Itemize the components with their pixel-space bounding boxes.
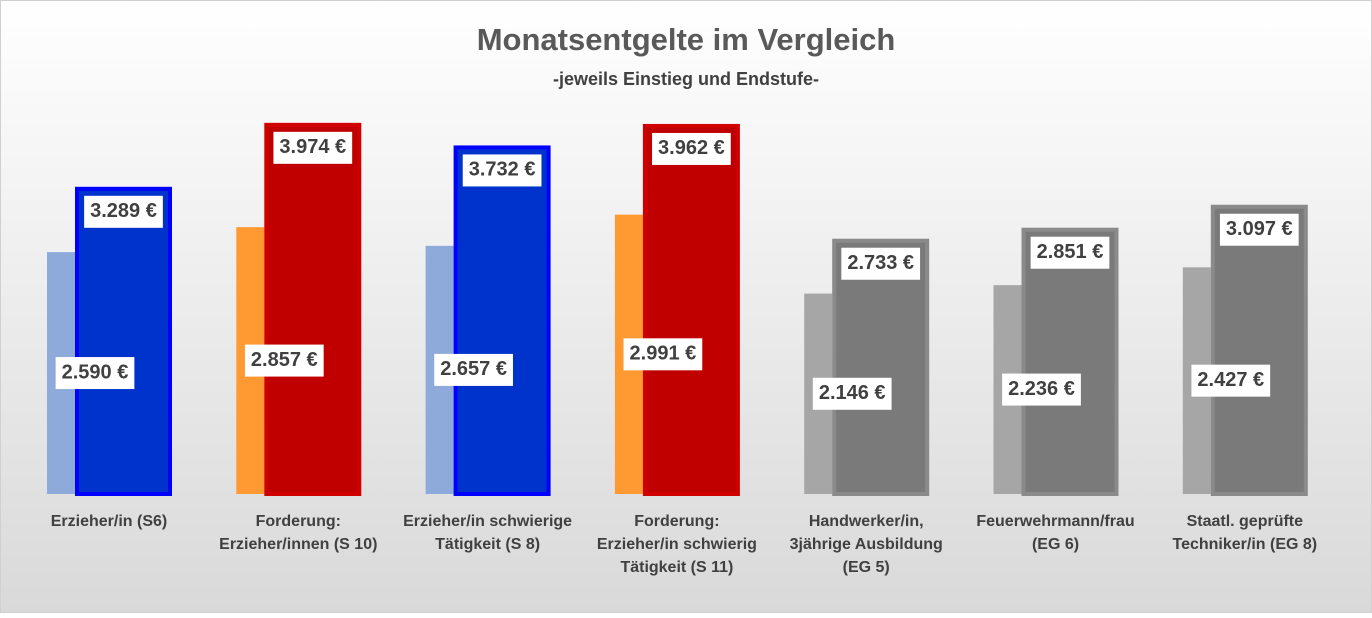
value-label-box (462, 154, 542, 187)
value-label-group: 2.427 € (1191, 364, 1271, 397)
value-label: 2.851 € (1037, 241, 1104, 263)
bar (1210, 204, 1308, 496)
value-label: 2.427 € (1197, 369, 1264, 391)
value-label-group: 2.733 € (841, 247, 921, 280)
value-label-box (623, 338, 703, 371)
value-label: 2.590 € (62, 361, 129, 383)
value-label-box (434, 353, 513, 386)
value-label: 3.962 € (658, 137, 725, 159)
value-label: 2.236 € (1008, 378, 1075, 400)
value-label-group: 3.974 € (273, 131, 353, 164)
x-tick-label: Feuerwehrmann/frau (EG 6) (976, 513, 1134, 553)
x-tick-label: Staatl. geprüfte Techniker/in (EG 8) (1172, 513, 1317, 553)
value-label-box (244, 344, 324, 377)
chart-title: Monatsentgelte im Vergleich (477, 22, 896, 57)
value-label-group: 2.851 € (1030, 236, 1110, 269)
value-label-group: 3.962 € (652, 132, 731, 165)
chart-subtitle: -jeweils Einstieg und Endstufe- (553, 69, 819, 89)
x-tick-label: Erzieher/in (S6) (51, 513, 167, 530)
value-label-group: 2.146 € (812, 377, 892, 410)
x-tick-label: Forderung: Erzieher/innen (S 10) (219, 513, 377, 553)
value-label: 2.857 € (251, 349, 318, 371)
value-label: 3.289 € (90, 200, 157, 222)
value-label-group: 3.289 € (84, 195, 163, 228)
value-label-box (1219, 213, 1299, 246)
value-label-group: 3.732 € (462, 154, 542, 187)
bar (453, 145, 551, 496)
value-label-group: 2.857 € (244, 344, 324, 377)
value-label: 2.657 € (440, 358, 507, 380)
value-label: 2.146 € (819, 382, 886, 404)
value-label: 2.991 € (630, 343, 697, 365)
value-label-box (55, 357, 135, 390)
bar (264, 122, 362, 496)
x-tick-label: Erzieher/in schwierige Tätigkeit (S 8) (403, 513, 572, 553)
x-tick-label: Forderung: Erzieher/in schwierig Tätigkeit… (597, 513, 757, 576)
value-label: 3.097 € (1226, 218, 1293, 240)
value-label-box (841, 247, 921, 280)
value-label-group: 3.097 € (1219, 213, 1299, 246)
value-label-group: 2.991 € (623, 338, 703, 371)
bar (75, 186, 172, 496)
value-label-box (812, 377, 892, 410)
value-label: 2.733 € (847, 252, 914, 274)
value-label: 3.974 € (279, 136, 346, 158)
value-label-group: 2.590 € (55, 357, 135, 390)
value-label-box (652, 132, 731, 165)
bar (1021, 227, 1119, 496)
value-label-box (273, 131, 353, 164)
value-label-group: 2.657 € (434, 353, 513, 386)
value-label-box (1191, 364, 1271, 397)
value-label-box (1002, 373, 1081, 406)
x-tick-label: Handwerker/in, 3jährige Ausbildung (EG 5) (790, 513, 943, 576)
value-label-group: 2.236 € (1002, 373, 1081, 406)
value-label-box (1030, 236, 1110, 269)
value-label-box (84, 195, 163, 228)
bar (642, 123, 740, 497)
bar (832, 238, 930, 496)
value-label: 3.732 € (469, 159, 536, 181)
